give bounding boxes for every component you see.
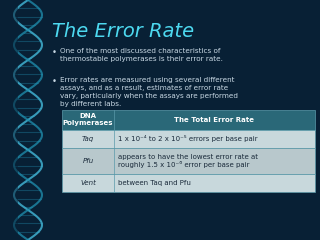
Bar [62, 110, 315, 130]
Text: 1 x 10⁻⁴ to 2 x 10⁻⁵ errors per base pair: 1 x 10⁻⁴ to 2 x 10⁻⁵ errors per base pai… [118, 136, 258, 143]
Bar [62, 174, 315, 192]
Text: Pfu: Pfu [82, 158, 94, 164]
Bar [62, 130, 315, 148]
Text: DNA
Polymerases: DNA Polymerases [63, 114, 113, 126]
Text: One of the most discussed characteristics of
thermostable polymerases is their e: One of the most discussed characteristic… [60, 48, 223, 62]
Text: Vent: Vent [80, 180, 96, 186]
Text: between Taq and Pfu: between Taq and Pfu [118, 180, 191, 186]
Text: The Error Rate: The Error Rate [52, 22, 194, 41]
Bar [62, 148, 315, 174]
Text: Error rates are measured using several different
assays, and as a result, estima: Error rates are measured using several d… [60, 77, 238, 107]
Text: The Total Error Rate: The Total Error Rate [174, 117, 254, 123]
Text: •: • [52, 48, 57, 57]
Text: •: • [52, 77, 57, 86]
Text: Taq: Taq [82, 136, 94, 142]
Text: appears to have the lowest error rate at
roughly 1.5 x 10⁻⁶ error per base pair: appears to have the lowest error rate at… [118, 154, 258, 168]
Bar [0, 0, 18, 240]
